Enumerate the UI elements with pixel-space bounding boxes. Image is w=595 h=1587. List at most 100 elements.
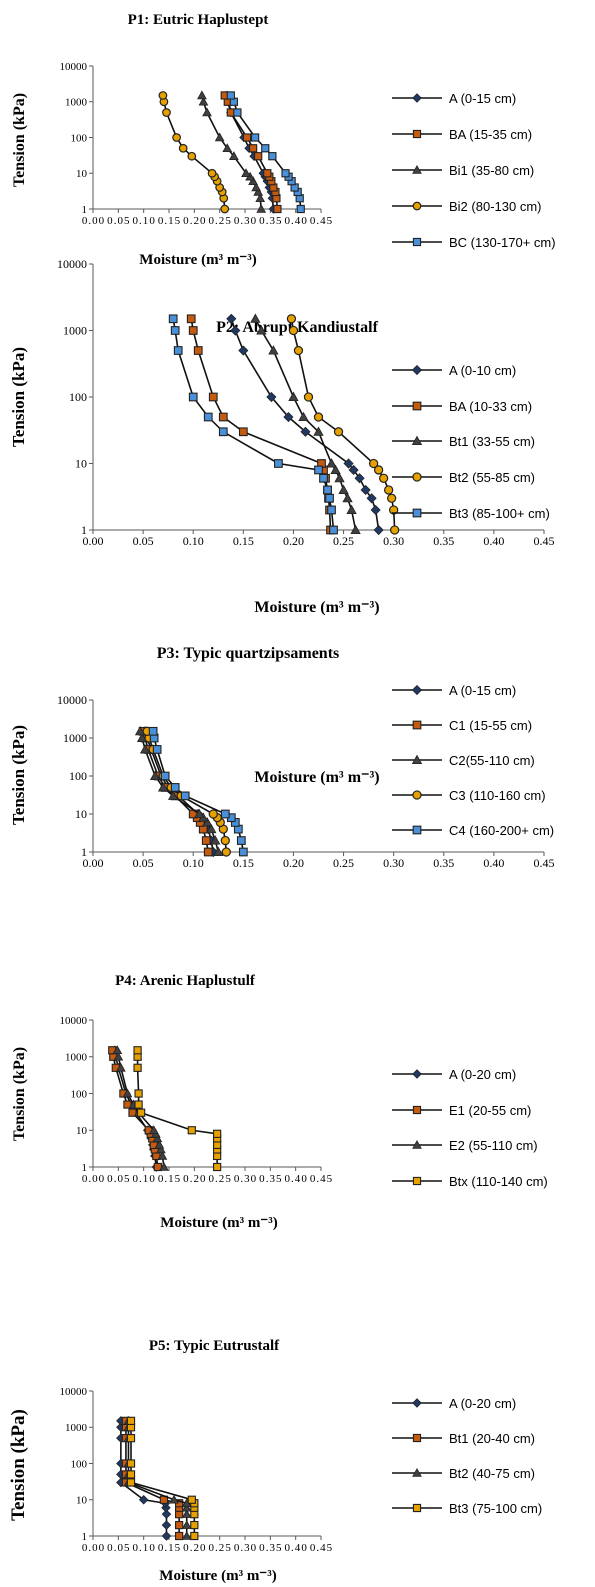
x-tick-label: 0.10 <box>183 856 204 870</box>
series-5 <box>148 726 248 857</box>
y-tick-label: 10000 <box>57 257 87 271</box>
data-point <box>210 835 221 845</box>
data-point <box>213 1162 222 1172</box>
x-tick-label: 0.40 <box>483 856 504 870</box>
data-point <box>201 836 211 845</box>
legend-marker <box>412 472 422 482</box>
x-tick-label: 0.25 <box>208 1542 231 1554</box>
x-tick-label: 0.30 <box>234 215 257 227</box>
legend-marker <box>412 1069 422 1079</box>
data-point <box>188 392 198 402</box>
data-point <box>202 817 213 827</box>
x-tick-label: 0.00 <box>82 215 105 227</box>
data-point <box>303 392 314 402</box>
y-tick-label: 1 <box>82 204 88 216</box>
y-tick-label: 10 <box>76 1125 88 1137</box>
y-tick-label: 10000 <box>60 1386 88 1398</box>
data-point <box>221 847 231 857</box>
x-tick-label: 0.30 <box>234 1542 257 1554</box>
x-tick-label: 0.20 <box>183 1542 206 1554</box>
x-tick-label: 0.20 <box>183 1173 206 1185</box>
legend-label: A (0-10 cm) <box>449 363 516 378</box>
data-point <box>149 770 161 780</box>
data-point <box>157 1150 168 1160</box>
legend-label: A (0-15 cm) <box>449 683 516 698</box>
data-point <box>296 204 305 214</box>
y-tick-label: 1000 <box>63 324 87 338</box>
y-tick-label: 100 <box>71 1088 88 1100</box>
x-tick-label: 0.45 <box>310 1542 333 1554</box>
data-point <box>187 1495 196 1504</box>
data-point <box>133 1063 142 1072</box>
chart-panel-2: P2: Abrupt Kandiustalf 1 10 100 1000 10000 0.0… <box>9 257 555 616</box>
y-tick-label: 10000 <box>60 61 88 73</box>
data-point <box>288 325 299 336</box>
x-tick-label: 0.15 <box>158 1542 181 1554</box>
data-point <box>283 411 294 423</box>
x-tick-label: 0.05 <box>133 856 154 870</box>
x-tick-label: 0.00 <box>82 1542 105 1554</box>
chart-title: P1: Eutric Haplustept <box>128 12 269 28</box>
data-point <box>134 1100 143 1109</box>
y-tick-label: 10 <box>75 457 87 471</box>
chart-panel-3: P3: Typic quartzipsaments 1 10 100 1000 10000… <box>9 645 555 870</box>
data-point <box>218 427 228 437</box>
data-point <box>206 823 217 834</box>
data-point <box>334 472 345 483</box>
data-point <box>238 345 249 356</box>
data-point <box>238 847 248 857</box>
data-point <box>126 1478 136 1487</box>
data-point <box>263 169 272 178</box>
legend-label: BC (130-170+ cm) <box>449 235 556 250</box>
legend-label: Bt3 (75-100 cm) <box>449 1501 542 1516</box>
y-tick-label: 10 <box>76 168 88 180</box>
data-point <box>242 133 252 142</box>
series-5 <box>168 314 338 535</box>
series-3 <box>197 90 267 213</box>
data-point <box>319 473 328 483</box>
legend-marker <box>412 790 422 800</box>
data-point <box>170 783 180 792</box>
y-tick-label: 1000 <box>65 97 88 109</box>
series-2 <box>186 314 335 535</box>
data-point <box>175 1520 184 1530</box>
data-point <box>387 493 397 503</box>
data-point <box>139 744 151 754</box>
data-point <box>134 1089 143 1098</box>
legend-label: Bt2 (40-75 cm) <box>449 1466 535 1481</box>
x-tick-label: 0.05 <box>107 215 130 227</box>
x-tick-label: 0.35 <box>259 1542 282 1554</box>
data-point <box>158 91 168 100</box>
data-point <box>293 345 304 356</box>
series-3 <box>134 725 224 856</box>
data-point <box>288 391 299 402</box>
data-point <box>213 1129 222 1138</box>
data-point <box>250 313 261 323</box>
x-tick-label: 0.15 <box>233 534 254 548</box>
data-point <box>187 151 197 161</box>
series-line <box>127 1420 188 1536</box>
legend-label: Bt1 (20-40 cm) <box>449 1431 535 1446</box>
data-point <box>208 809 218 819</box>
data-point <box>203 847 213 857</box>
legend-marker <box>411 435 423 446</box>
y-tick-label: 100 <box>69 769 87 783</box>
data-point <box>160 771 170 781</box>
legend-marker <box>412 825 422 835</box>
y-axis-title: Tension (kPa) <box>11 93 28 187</box>
data-point <box>226 313 237 324</box>
data-point <box>314 465 323 475</box>
data-point <box>175 1531 184 1541</box>
data-point <box>208 392 218 402</box>
legend-label: C4 (160-200+ cm) <box>449 823 554 838</box>
series-line <box>290 318 396 531</box>
data-point <box>346 504 357 514</box>
data-point <box>161 1509 172 1519</box>
x-tick-label: 0.25 <box>333 856 354 870</box>
x-tick-label: 0.25 <box>208 215 231 227</box>
data-point <box>202 107 212 117</box>
chart-title: P2: Abrupt Kandiustalf <box>216 319 378 336</box>
data-point <box>126 1470 136 1479</box>
series-line <box>162 95 226 210</box>
